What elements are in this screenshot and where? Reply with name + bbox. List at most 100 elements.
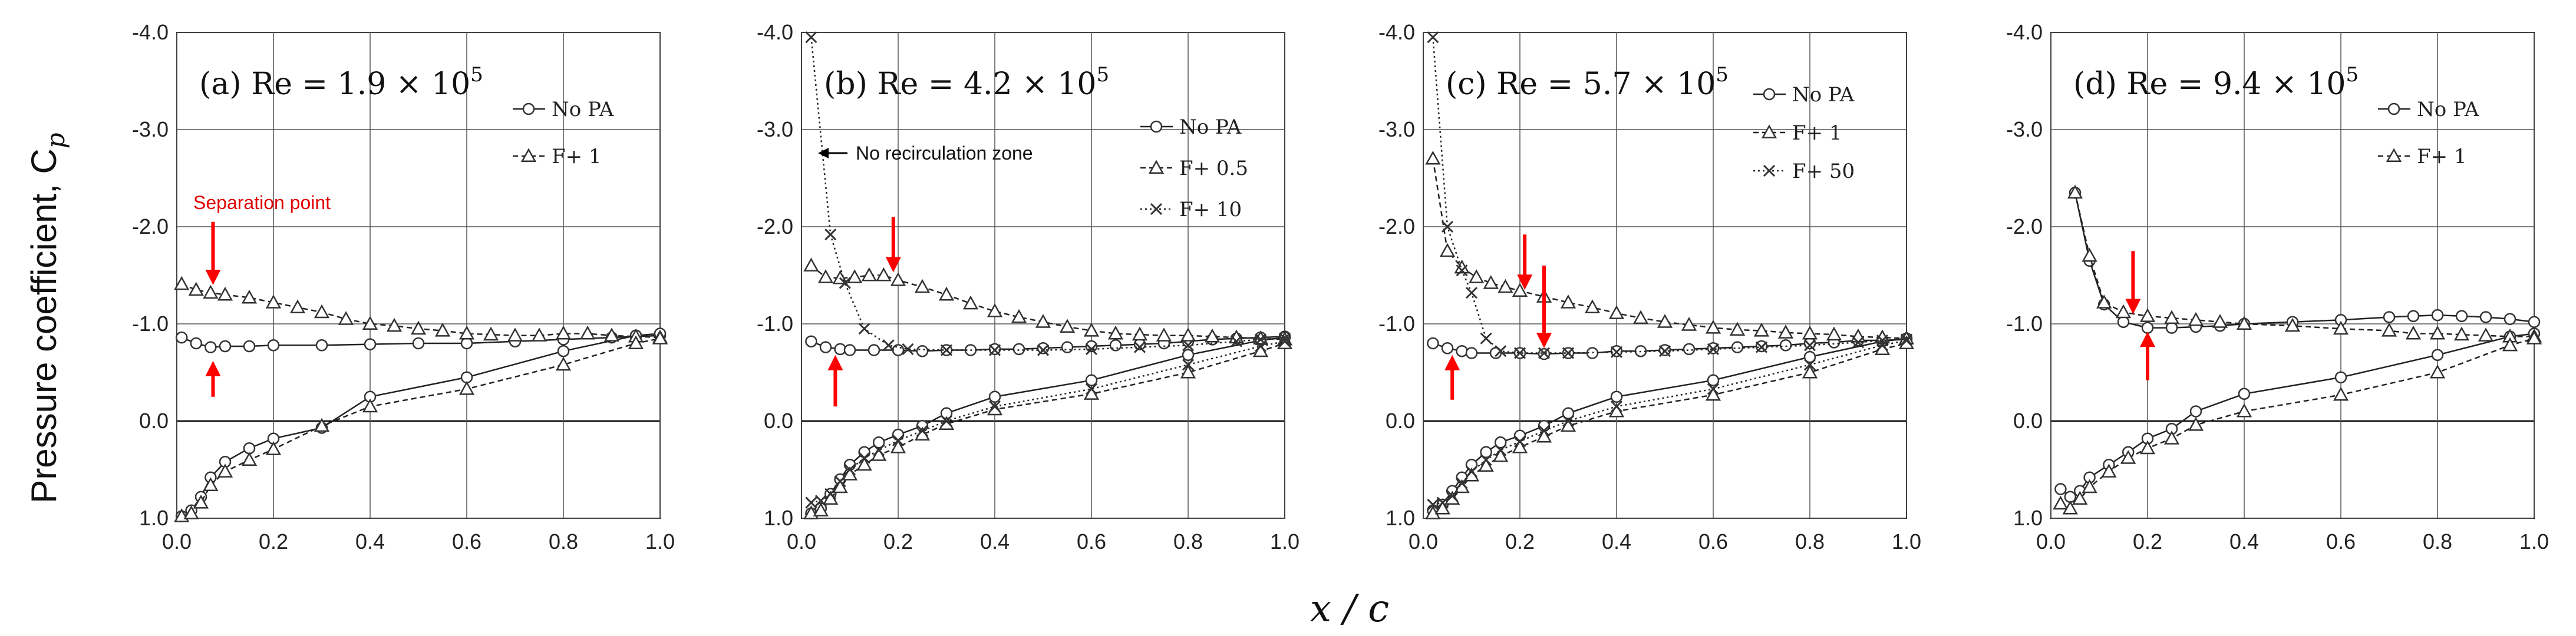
data-point bbox=[2120, 450, 2136, 464]
data-point bbox=[1436, 496, 1449, 509]
data-point bbox=[1011, 309, 1027, 323]
data-point bbox=[1465, 347, 1478, 359]
x-tick-label: 0.4 bbox=[355, 529, 385, 554]
data-point bbox=[2334, 371, 2347, 383]
data-point bbox=[988, 400, 1001, 413]
data-point bbox=[2236, 403, 2252, 418]
data-point bbox=[1493, 448, 1509, 462]
data-point bbox=[2333, 320, 2349, 335]
data-point bbox=[1480, 453, 1492, 466]
x-axis-title: x / c bbox=[1310, 587, 1389, 631]
data-point bbox=[1085, 343, 1098, 355]
legend-entry: No PA bbox=[2417, 98, 2479, 121]
data-point bbox=[1427, 337, 1439, 350]
data-point bbox=[2429, 364, 2446, 379]
data-point bbox=[1753, 322, 1770, 337]
chart-panel-3: -4.0-3.0-2.0-1.00.01.00.0 0.2 0.4 0.6 0.8 1.0… bbox=[1378, 20, 1921, 554]
legend-entry: F+ 1 bbox=[1792, 121, 1842, 145]
data-point bbox=[916, 425, 929, 437]
data-point bbox=[188, 281, 204, 296]
y-tick-label: -2.0 bbox=[2006, 214, 2043, 238]
x-tick-label: 1.0 bbox=[1270, 529, 1299, 554]
data-point bbox=[988, 390, 1001, 403]
data-point bbox=[1204, 328, 1221, 343]
panels-group: -4.0-3.0-2.0-1.00.01.00.0 0.2 0.4 0.6 0.8 1.0… bbox=[132, 20, 2549, 554]
data-point bbox=[219, 340, 232, 353]
data-point bbox=[988, 344, 1001, 356]
chart-panel-4: -4.0-3.0-2.0-1.00.01.00.0 0.2 0.4 0.6 0.8 1.0… bbox=[2006, 20, 2549, 554]
legend-entry: F+ 0.5 bbox=[1179, 157, 1248, 180]
data-point bbox=[1427, 31, 1439, 44]
data-point bbox=[1107, 325, 1124, 340]
y-tick-label: 0.0 bbox=[139, 409, 169, 433]
data-point bbox=[2101, 463, 2117, 478]
data-point bbox=[1705, 386, 1721, 401]
y-tick-label: 0.0 bbox=[1386, 409, 1415, 433]
annotation-separation-point: Separation point bbox=[193, 192, 331, 213]
panel-title-text: (d) Re = 9.4 × 10 bbox=[2073, 67, 2346, 102]
data-point bbox=[2163, 310, 2180, 324]
y-axis-title-subscript: p bbox=[41, 132, 70, 148]
data-point bbox=[362, 316, 378, 330]
data-point bbox=[843, 463, 856, 476]
data-point bbox=[832, 479, 848, 493]
x-tick-label: 0.8 bbox=[549, 529, 578, 554]
data-point bbox=[243, 340, 256, 353]
data-point bbox=[847, 269, 863, 283]
data-point bbox=[1441, 342, 1454, 355]
data-point bbox=[1803, 339, 1816, 352]
panel-title: (b) Re = 4.2 × 105 bbox=[824, 63, 1109, 102]
data-point bbox=[1037, 344, 1050, 356]
data-point bbox=[858, 452, 870, 464]
data-point bbox=[890, 272, 906, 286]
data-point bbox=[2479, 311, 2492, 323]
data-point bbox=[1681, 317, 1697, 331]
data-point bbox=[531, 327, 547, 342]
y-tick-label: -1.0 bbox=[1378, 312, 1415, 336]
y-tick-label: -1.0 bbox=[757, 312, 793, 336]
data-point bbox=[289, 299, 306, 313]
data-point bbox=[1059, 319, 1076, 333]
panel-title-superscript: 5 bbox=[1096, 63, 1109, 87]
series-f-10 bbox=[805, 31, 1291, 509]
data-point bbox=[507, 327, 523, 342]
data-point bbox=[410, 320, 427, 335]
red-arrow-head bbox=[1444, 355, 1460, 370]
data-point bbox=[1512, 439, 1528, 453]
data-point bbox=[1480, 332, 1492, 344]
legend: No PA F+ 1 F+ 50 bbox=[1753, 83, 1855, 183]
data-point bbox=[1456, 344, 1468, 357]
y-tick-label: -4.0 bbox=[757, 20, 793, 44]
plot-frame bbox=[1423, 32, 1907, 519]
series-line-upper bbox=[1433, 339, 1907, 355]
data-point bbox=[987, 303, 1003, 317]
data-point bbox=[1456, 477, 1468, 489]
x-tick-label: 0.6 bbox=[2326, 529, 2356, 554]
data-point bbox=[1803, 337, 1816, 350]
data-point bbox=[856, 456, 872, 471]
data-point bbox=[2431, 349, 2444, 362]
legend-entry: No PA bbox=[1792, 83, 1855, 107]
series-line-upper bbox=[810, 336, 1285, 352]
data-point bbox=[1182, 359, 1195, 371]
x-tick-label: 1.0 bbox=[645, 529, 675, 554]
data-point bbox=[2431, 309, 2444, 322]
data-point bbox=[579, 325, 596, 340]
red-arrow-head bbox=[1517, 274, 1533, 290]
legend-entry: F+ 1 bbox=[2417, 145, 2467, 168]
data-point bbox=[892, 344, 905, 356]
data-point bbox=[861, 267, 877, 281]
x-tick-label: 0.2 bbox=[1505, 529, 1535, 554]
data-point bbox=[2405, 325, 2422, 340]
data-point bbox=[1495, 345, 1507, 357]
data-point bbox=[2189, 405, 2202, 418]
data-point bbox=[1498, 279, 1513, 293]
legend-marker bbox=[1763, 88, 1776, 101]
data-point bbox=[1779, 339, 1792, 352]
legend-marker bbox=[520, 148, 537, 163]
data-point bbox=[459, 325, 475, 340]
data-point bbox=[1434, 500, 1450, 515]
y-tick-label: 1.0 bbox=[139, 506, 169, 530]
data-point bbox=[2082, 479, 2097, 493]
legend-marker bbox=[1148, 160, 1165, 174]
